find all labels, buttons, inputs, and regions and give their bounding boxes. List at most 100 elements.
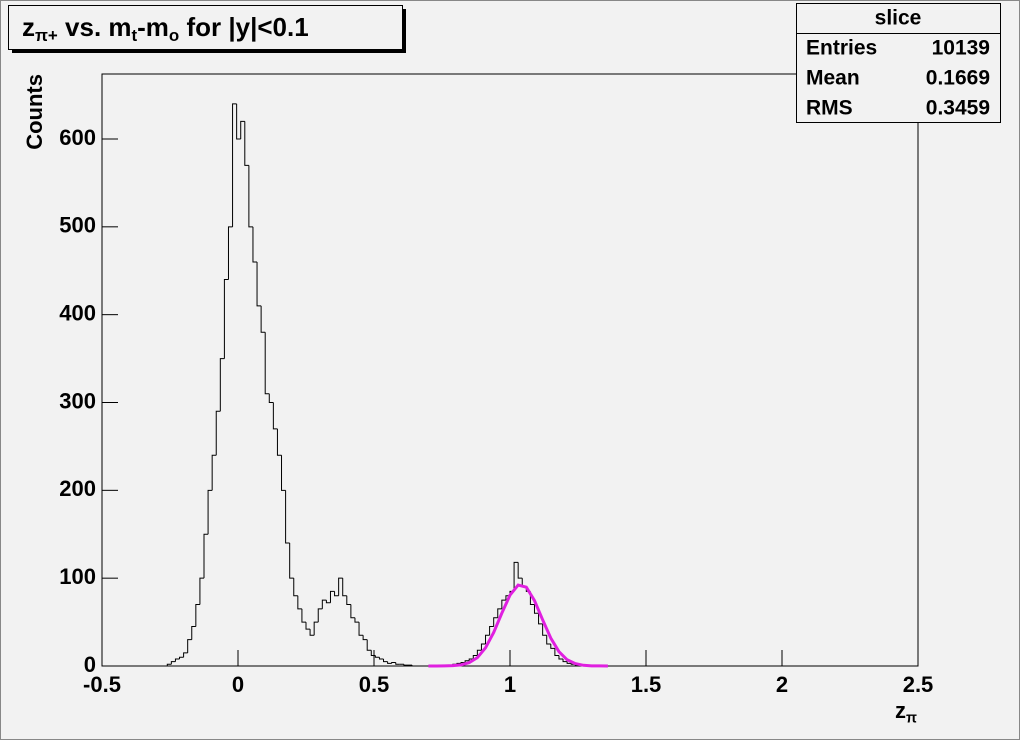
histogram-bin [370,650,376,656]
histogram-bin [374,655,380,658]
histogram-bin [256,261,262,307]
histogram-bin [183,652,188,658]
histogram-bin [342,578,347,597]
histogram-bin [191,625,196,640]
histogram-bin [403,664,408,666]
histogram-bin [464,660,470,663]
histogram-bin [260,305,266,333]
histogram-bin [346,595,351,606]
stats-label: Entries [806,37,877,60]
histogram-bin [533,604,539,614]
histogram-bin [227,226,233,280]
histogram-bin [468,658,474,661]
histogram-bin [179,656,184,659]
histogram-bin [203,533,209,579]
stats-value: 10139 [932,37,990,60]
histogram-bin [281,455,286,491]
x-tick-label: 0.5 [359,672,390,697]
histogram-bin [395,662,400,665]
chart-title: zπ+ vs. mt-mo for |y|<0.1 [22,12,309,45]
stats-box [796,3,1001,123]
histogram-bin [232,103,237,227]
stats-value: 0.1669 [926,67,990,90]
text-part: vs. m [58,12,132,42]
x-tick-label: 2.5 [903,672,934,697]
histogram-bin [276,428,282,456]
histogram-bin [566,661,572,664]
histogram-bin [493,617,498,627]
x-axis-label: zπ [895,698,917,727]
histogram-bin [538,613,543,625]
histogram-bin [305,622,311,630]
histogram-bin [558,655,564,660]
histogram-bin [309,629,315,636]
histogram-bin [289,543,294,579]
histogram-bin [187,639,192,653]
x-tick-label: 0 [232,672,244,697]
histogram-bin [248,165,253,228]
histogram-bin [313,621,319,636]
histogram-bin [501,599,506,609]
histogram-bin [207,489,213,535]
histogram-bin [497,608,502,618]
text-part: -m [137,12,169,42]
histogram-bin [485,634,490,645]
histogram-bin [166,663,172,666]
histogram-bin [350,604,355,619]
histogram-bin [268,393,274,403]
y-tick-label: 100 [59,564,96,589]
histogram-bin [387,661,392,664]
histogram-bin [546,635,551,645]
y-tick-label: 400 [59,300,96,325]
histogram-bin [338,577,343,596]
histogram-bin [554,648,559,656]
histogram-bin [215,410,221,456]
histogram-bin [354,617,360,623]
histogram-bin [252,226,258,263]
x-tick-label: 1 [504,672,516,697]
histogram-bin [513,561,519,592]
text-part: z [895,698,906,723]
stats-label: Mean [806,67,860,90]
histogram-bin [476,649,482,656]
histogram-bin [334,591,339,597]
histogram-bin [321,599,327,609]
x-tick-label: 1.5 [631,672,662,697]
histogram-bin [285,490,290,544]
y-axis-label: Counts [22,74,47,150]
x-tick-label: -0.5 [83,672,121,697]
plot-frame [101,73,919,667]
subscript: π [906,710,917,726]
subscript: t [132,26,138,45]
histogram-bin [293,578,298,597]
histogram-bin [517,562,523,579]
stats-value: 0.3459 [926,97,990,120]
histogram-bin [236,103,241,140]
histogram-bin [199,577,204,605]
histogram-bin [301,608,306,623]
subscript: π+ [35,26,58,45]
histogram-bin [174,658,180,662]
histogram-bin [411,665,417,667]
histogram-bin [264,332,270,395]
histogram-bin [472,654,478,659]
histogram-bin [329,590,335,603]
text-part: for |y|<0.1 [179,12,308,42]
histogram-bin [240,120,245,139]
y-tick-label: 300 [59,388,96,413]
histogram-bin [562,658,568,663]
histogram-bin [460,661,466,664]
histogram-bin [211,454,217,491]
histogram-bin [244,121,249,166]
stats-label: RMS [806,97,853,120]
histogram-bin [550,644,555,649]
histogram-bin [325,600,331,604]
text-part: z [22,12,35,42]
histogram-bin [223,279,229,359]
title-box [8,5,403,50]
histogram-bin [195,604,200,627]
y-tick-label: 500 [59,213,96,238]
y-tick-label: 600 [59,125,96,150]
